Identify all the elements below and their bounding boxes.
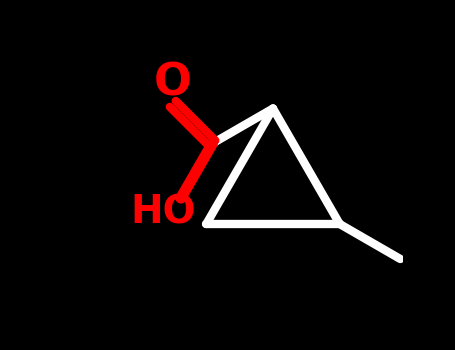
Text: HO: HO [131,193,196,231]
Text: O: O [154,61,192,104]
